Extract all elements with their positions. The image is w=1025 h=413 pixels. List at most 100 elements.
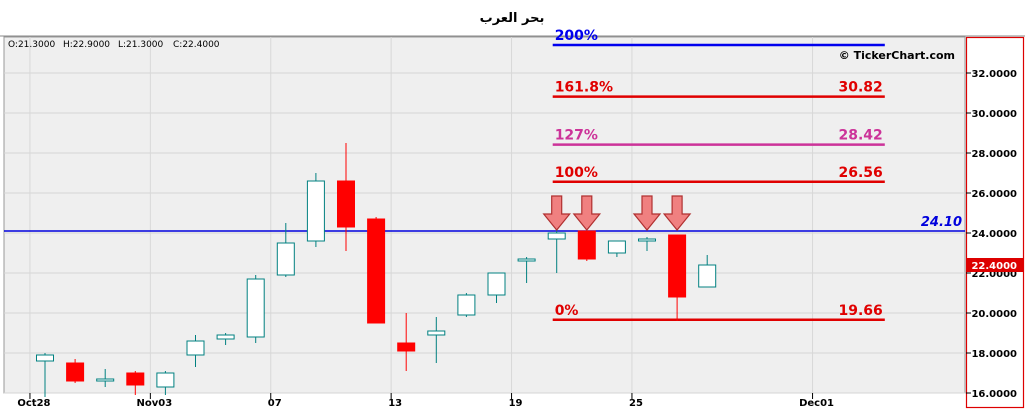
candle-body: [397, 342, 416, 352]
x-tick-label: 19: [509, 398, 523, 409]
down-arrow-icon: [632, 195, 662, 231]
candle-body: [577, 230, 596, 260]
y-tick-label: 22.0000: [971, 269, 1017, 280]
down-arrow-icon: [572, 195, 602, 231]
ohlc-readout: O:21.3000 H:22.9000 L:21.3000 C:22.4000: [8, 40, 220, 50]
candle-body: [517, 258, 536, 262]
candle[interactable]: [547, 225, 566, 273]
candle-body: [156, 372, 175, 388]
candle[interactable]: [487, 272, 506, 303]
y-axis: 16.0000 18.0000 20.0000 22.0000 24.0000 26.00…: [966, 69, 1023, 400]
title-bar: [0, 0, 1025, 36]
candles-group: [36, 143, 717, 397]
price-axis-frame: [965, 36, 1025, 409]
watermark-text: © TickerChart.com: [839, 49, 955, 62]
x-tick-label: 25: [629, 398, 643, 409]
candle-body: [367, 218, 386, 324]
x-tick-label: 13: [388, 398, 402, 409]
horizontal-line-label: 24.10: [921, 215, 962, 230]
y-tick-label: 30.0000: [971, 109, 1017, 120]
candle[interactable]: [66, 359, 85, 383]
y-tick-label: 24.0000: [971, 229, 1017, 240]
fib-level: 0% 19.66: [552, 303, 885, 322]
candle[interactable]: [638, 237, 656, 251]
candle-body: [306, 180, 325, 242]
y-tick-label: 26.0000: [971, 189, 1017, 200]
candle-body: [36, 354, 54, 362]
candle-body: [66, 362, 85, 382]
price-axis-panel[interactable]: [966, 37, 1024, 409]
last-price-label: 22.4000: [971, 261, 1017, 272]
candle[interactable]: [668, 234, 687, 321]
fib-level: 100% 26.56: [552, 165, 885, 184]
fib-value-label: 26.56: [839, 165, 883, 181]
fib-level: 161.8% 30.82: [552, 80, 885, 98]
candle[interactable]: [517, 257, 536, 283]
grid-lines: [4, 72, 965, 394]
candle-body: [186, 340, 205, 356]
y-tick-label: 28.0000: [971, 149, 1017, 160]
horizontal-line-group[interactable]: 24.10: [4, 215, 965, 232]
candle-body: [427, 330, 446, 336]
candle[interactable]: [156, 371, 175, 395]
ohlc-low: L:21.3000: [118, 40, 164, 50]
candle-body: [276, 242, 295, 276]
candle[interactable]: [397, 313, 416, 371]
candle-body: [487, 272, 506, 296]
candle[interactable]: [36, 353, 54, 397]
candle-body: [337, 180, 355, 228]
fib-value-label: 28.42: [839, 128, 883, 144]
y-tick-label: 20.0000: [971, 309, 1017, 320]
fibonacci-levels: 200% 161.8% 30.82 127% 28.42 100% 26.56 0% 19.66: [552, 28, 885, 322]
candle-body: [547, 232, 566, 240]
candle[interactable]: [186, 335, 205, 367]
fib-percent-label: 161.8%: [555, 80, 613, 96]
candle[interactable]: [367, 217, 386, 324]
x-tick-label: Nov03: [137, 398, 173, 409]
candle-body: [457, 294, 476, 316]
chart-title: بحر العرب: [480, 11, 545, 26]
ohlc-high: H:22.9000: [63, 40, 110, 50]
x-axis: Oct28 Nov03 07 13 19 25 Dec01: [17, 393, 834, 409]
candle[interactable]: [607, 240, 626, 257]
candle[interactable]: [337, 143, 355, 251]
arrows-group: [542, 195, 692, 231]
candle-body: [638, 238, 656, 242]
time-axis-panel[interactable]: [4, 393, 965, 409]
candle[interactable]: [276, 223, 295, 277]
fib-level: 200%: [552, 28, 885, 47]
candle-body: [668, 234, 687, 298]
candle-body: [96, 378, 115, 382]
ohlc-close: C:22.4000: [173, 40, 220, 50]
candle-body: [246, 278, 265, 338]
fib-level: 127% 28.42: [552, 128, 885, 146]
candle[interactable]: [457, 293, 476, 317]
x-tick-label: Oct28: [17, 398, 50, 409]
candle[interactable]: [306, 173, 325, 247]
y-tick-label: 18.0000: [971, 349, 1017, 360]
candle[interactable]: [96, 369, 115, 387]
x-tick-label: 07: [268, 398, 282, 409]
fib-percent-label: 200%: [555, 28, 598, 44]
plot-area[interactable]: [4, 37, 965, 393]
y-tick-label: 32.0000: [971, 69, 1017, 80]
fib-percent-label: 100%: [555, 165, 598, 181]
candle-body: [126, 372, 145, 386]
ohlc-open: O:21.3000: [8, 40, 55, 50]
fib-value-label: 30.82: [839, 80, 883, 96]
down-arrow-icon: [662, 195, 692, 231]
candle[interactable]: [216, 333, 235, 345]
candle[interactable]: [246, 275, 265, 343]
candle[interactable]: [427, 317, 446, 363]
candle-body: [698, 264, 717, 288]
candle-body: [607, 240, 626, 254]
candle-body: [216, 334, 235, 340]
x-tick-label: Dec01: [799, 398, 834, 409]
down-arrow-icon: [542, 195, 571, 231]
candle[interactable]: [698, 255, 717, 288]
candle[interactable]: [126, 371, 145, 395]
candle[interactable]: [577, 230, 596, 261]
fib-value-label: 19.66: [839, 303, 883, 319]
